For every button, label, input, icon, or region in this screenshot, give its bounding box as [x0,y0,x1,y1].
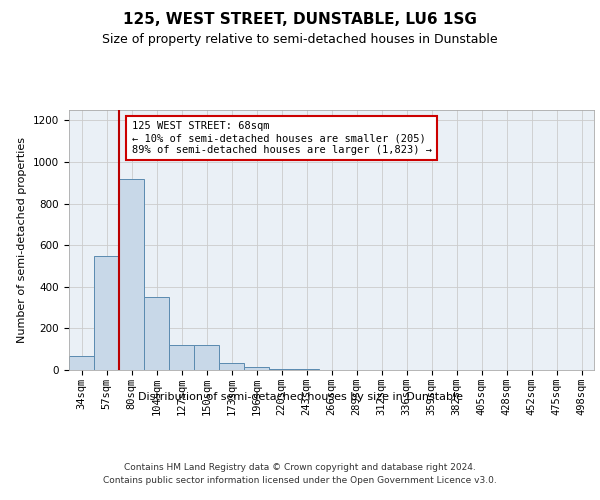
Bar [69,356,94,370]
Bar [269,369,294,370]
Bar [169,345,194,370]
Bar [144,297,169,370]
Text: Size of property relative to semi-detached houses in Dunstable: Size of property relative to semi-detach… [102,32,498,46]
Text: Distribution of semi-detached houses by size in Dunstable: Distribution of semi-detached houses by … [137,392,463,402]
Bar [219,362,244,370]
Text: Contains HM Land Registry data © Crown copyright and database right 2024.: Contains HM Land Registry data © Crown c… [124,462,476,471]
Bar [194,345,219,370]
Bar [244,367,269,370]
Bar [94,256,119,370]
Text: 125 WEST STREET: 68sqm
← 10% of semi-detached houses are smaller (205)
89% of se: 125 WEST STREET: 68sqm ← 10% of semi-det… [131,122,431,154]
Text: Contains public sector information licensed under the Open Government Licence v3: Contains public sector information licen… [103,476,497,485]
Text: 125, WEST STREET, DUNSTABLE, LU6 1SG: 125, WEST STREET, DUNSTABLE, LU6 1SG [123,12,477,28]
Y-axis label: Number of semi-detached properties: Number of semi-detached properties [17,137,28,343]
Bar [119,178,144,370]
